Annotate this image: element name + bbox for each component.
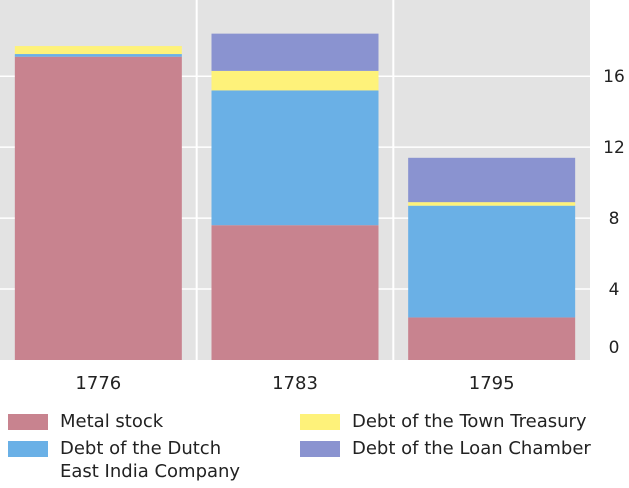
x-tick-label-1776: 1776 <box>75 373 121 394</box>
bar-1795-debt-of-the-dutch-east-india-company <box>408 205 576 318</box>
legend-item-metal-stock: Metal stock <box>8 410 163 433</box>
legend: Metal stock Debt of the Dutch East India… <box>0 404 629 488</box>
bar-1795-debt-of-the-loan-chamber <box>408 157 576 203</box>
y-tick-label-0: 0 <box>609 338 620 358</box>
bars <box>14 33 576 360</box>
bar-1776-debt-of-the-town-treasury <box>14 46 182 55</box>
stacked-bar-chart: 0 4 8 12 16 1776 1783 1795 <box>0 0 625 394</box>
bar-1776-debt-of-the-dutch-east-india-company <box>14 54 182 57</box>
legend-swatch-debt-dutch-east-india-company <box>8 441 48 457</box>
bar-1783-debt-of-the-town-treasury <box>211 70 379 91</box>
bar-1783-debt-of-the-dutch-east-india-company <box>211 90 379 226</box>
x-axis-labels: 1776 1783 1795 <box>75 373 514 394</box>
legend-item-debt-town-treasury: Debt of the Town Treasury <box>300 410 587 433</box>
legend-label-debt-dutch-east-india-company: Debt of the Dutch East India Company <box>60 438 241 482</box>
legend-swatch-debt-town-treasury <box>300 414 340 430</box>
bar-1795-metal-stock <box>408 317 576 360</box>
y-tick-label-8: 8 <box>609 209 620 229</box>
y-tick-label-4: 4 <box>609 280 620 300</box>
legend-label-debt-town-treasury: Debt of the Town Treasury <box>352 411 587 432</box>
legend-label-debt-loan-chamber: Debt of the Loan Chamber <box>352 438 591 459</box>
legend-label-metal-stock: Metal stock <box>60 411 164 432</box>
legend-item-debt-loan-chamber: Debt of the Loan Chamber <box>300 437 591 460</box>
bar-1783-debt-of-the-loan-chamber <box>211 33 379 71</box>
y-tick-label-12: 12 <box>603 138 625 158</box>
x-tick-label-1783: 1783 <box>272 373 318 394</box>
y-axis-ticks: 0 4 8 12 16 <box>603 67 625 358</box>
x-tick-label-1795: 1795 <box>469 373 515 394</box>
bar-1776-metal-stock <box>14 56 182 360</box>
y-tick-label-16: 16 <box>603 67 625 87</box>
bar-1795-debt-of-the-town-treasury <box>408 202 576 206</box>
legend-swatch-metal-stock <box>8 414 48 430</box>
bar-1783-metal-stock <box>211 225 379 360</box>
legend-item-debt-dutch-east-india-company: Debt of the Dutch East India Company <box>8 437 240 483</box>
legend-swatch-debt-loan-chamber <box>300 441 340 457</box>
